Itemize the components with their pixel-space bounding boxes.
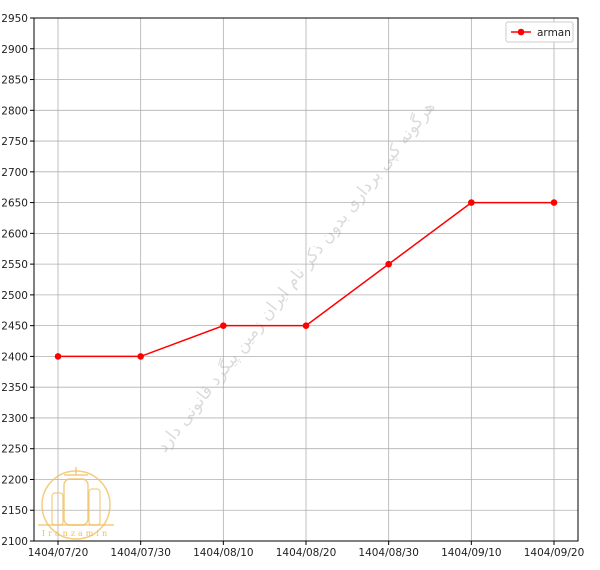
x-tick-label: 1404/07/20 — [28, 547, 89, 559]
y-tick-label: 2300 — [1, 413, 28, 425]
watermark-text: هرگونه کپی برداری بدون ذکر نام ایران زمی… — [152, 97, 439, 456]
series-layer — [54, 199, 558, 360]
y-tick-label: 2700 — [1, 167, 28, 179]
data-point — [302, 322, 310, 329]
x-tick-label: 1404/09/20 — [524, 547, 585, 559]
y-tick-label: 2900 — [1, 44, 28, 56]
x-tick-label: 1404/08/30 — [358, 547, 419, 559]
legend-label: arman — [537, 27, 571, 39]
iranzamin-logo: Iranzamin — [38, 467, 114, 540]
x-tick-label: 1404/07/30 — [110, 547, 171, 559]
y-tick-label: 2100 — [1, 536, 28, 548]
y-tick-label: 2850 — [1, 75, 28, 87]
y-axis: 2100 2150 2200 2250 2300 2350 2400 2450 2500 2550… — [1, 13, 34, 548]
logo-text: Iranzamin — [42, 529, 110, 538]
x-tick-label: 1404/09/10 — [441, 547, 502, 559]
legend-box — [505, 21, 574, 43]
data-point — [385, 260, 392, 268]
x-tick-label: 1404/08/20 — [276, 547, 337, 559]
y-tick-label: 2650 — [1, 198, 28, 210]
y-tick-label: 2600 — [1, 228, 28, 240]
y-tick-label: 2400 — [1, 351, 28, 363]
y-tick-label: 2200 — [1, 474, 28, 486]
x-tick-label: 1404/08/10 — [193, 547, 254, 559]
legend: arman — [505, 21, 574, 43]
y-tick-label: 2750 — [1, 136, 28, 148]
y-tick-label: 2950 — [1, 13, 28, 25]
y-tick-label: 2450 — [1, 321, 28, 333]
y-tick-label: 2150 — [1, 505, 28, 517]
data-point — [468, 199, 475, 206]
watermark: هرگونه کپی برداری بدون ذکر نام ایران زمی… — [38, 97, 439, 540]
y-tick-label: 2550 — [1, 259, 28, 271]
data-point — [137, 353, 144, 360]
y-tick-label: 2250 — [1, 444, 28, 456]
y-tick-label: 2500 — [1, 290, 28, 302]
data-point — [220, 322, 227, 329]
y-tick-label: 2350 — [1, 382, 28, 394]
data-point — [550, 199, 558, 206]
x-axis: 1404/07/20 1404/07/30 1404/08/10 1404/08/20… — [28, 541, 585, 559]
legend-marker — [517, 28, 525, 36]
data-point — [54, 353, 62, 360]
y-tick-label: 2800 — [1, 105, 28, 117]
